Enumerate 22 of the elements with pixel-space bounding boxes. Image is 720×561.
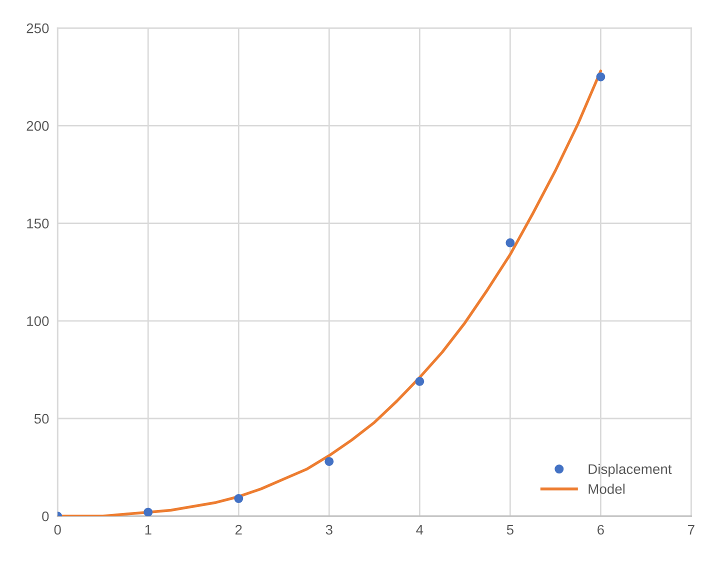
y-tick-label: 200 [26,121,49,131]
legend-label: Model [588,484,625,494]
x-tick-label: 2 [235,524,242,535]
y-tick-label: 100 [27,316,49,326]
point [415,376,424,386]
y-tick-label: 250 [26,23,49,34]
point [324,456,334,466]
point [144,508,153,516]
x-tick-label: 4 [416,524,424,535]
y-tick-label: 0 [42,511,49,522]
x-tick-label: 0 [54,524,61,535]
y-tick-label: 150 [27,218,49,228]
x-tick-label: 5 [506,524,514,535]
x-tick-label: 7 [688,524,694,535]
x-tick-label: 6 [598,524,604,535]
point [234,494,244,504]
x-tick-label: 3 [326,524,332,535]
legend-label: Displacement [588,464,672,477]
x-tick-label: 1 [145,524,152,535]
y-tick-label: 50 [34,414,49,424]
point [506,238,515,248]
point [596,72,606,82]
